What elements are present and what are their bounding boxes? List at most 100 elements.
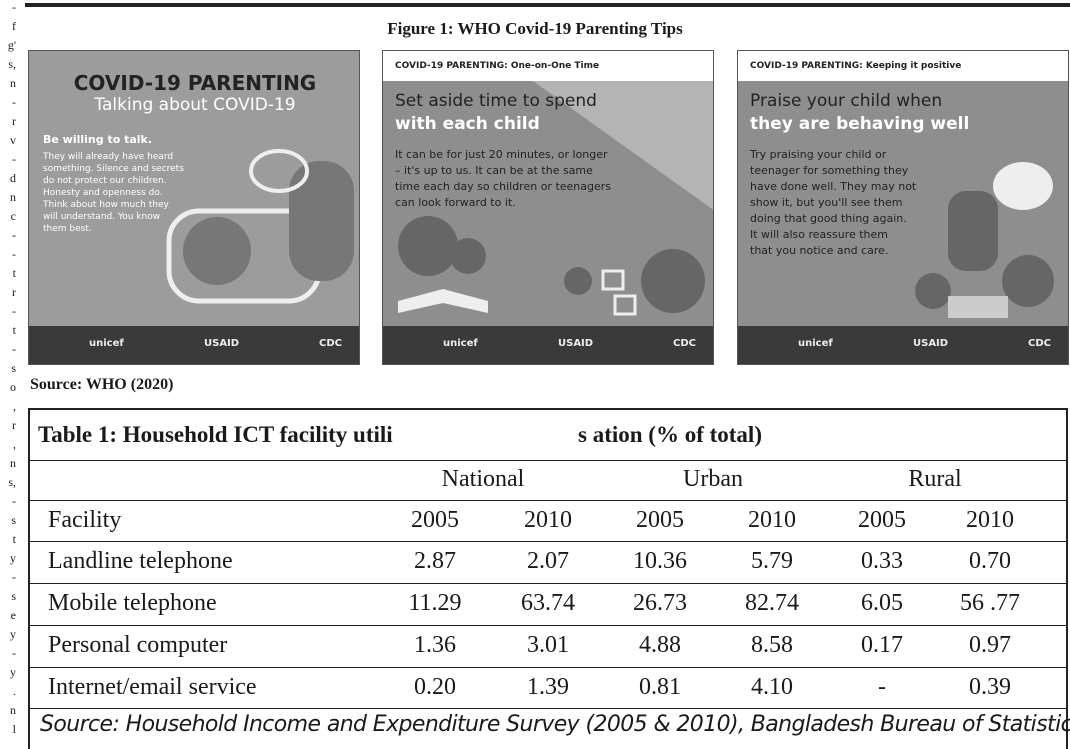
table-cell: 0.70 — [969, 548, 1011, 574]
table-cell: 0.20 — [414, 674, 456, 700]
body-line: teenager for something they — [750, 164, 909, 177]
table-cell: 8.58 — [751, 632, 793, 658]
group-header: National — [441, 466, 525, 492]
table-cell: Internet/email service — [48, 674, 257, 700]
logo-strip: unicef USAID CDC — [383, 326, 713, 364]
body-line: that you notice and care. — [750, 244, 889, 257]
margin-fragment: c — [10, 209, 16, 223]
logo: CDC — [673, 338, 696, 349]
margin-fragment: - — [12, 646, 16, 660]
margin-fragment: r — [12, 285, 16, 299]
panel-background — [738, 51, 1068, 318]
panel: COVID-19 PARENTING: One-on-One Time Set … — [382, 50, 714, 365]
panel-heading: they are behaving well — [750, 114, 970, 134]
body-line: have done well. They may not — [750, 180, 917, 193]
logo: USAID — [913, 338, 949, 349]
column-header: Facility — [48, 507, 122, 533]
table-cell: 3.01 — [527, 632, 569, 658]
panel-heading: Set aside time to spend — [395, 91, 597, 111]
body-line: It can be for just 20 minutes, or longer — [395, 148, 608, 161]
margin-fragment: e — [10, 608, 16, 622]
column-header: 2005 — [858, 507, 906, 533]
table-rule — [28, 708, 1068, 709]
table-cell: 26.73 — [633, 590, 687, 616]
panel-heading: Be willing to talk. — [43, 133, 153, 146]
logo: CDC — [319, 338, 342, 349]
logo: CDC — [1028, 338, 1051, 349]
table-cell: - — [878, 674, 886, 700]
margin-fragment: t — [12, 266, 16, 280]
logo: unicef — [89, 338, 124, 349]
group-header: Urban — [683, 466, 743, 492]
body-line: do not protect our children. — [43, 176, 167, 186]
table-cell: 1.36 — [414, 632, 456, 658]
table-cell: 10.36 — [633, 548, 687, 574]
body-line: time each day so children or teenagers — [395, 180, 612, 193]
panel: COVID-19 PARENTING Talking about COVID-1… — [28, 50, 360, 365]
table-cell: 5.79 — [751, 548, 793, 574]
panel: COVID-19 PARENTING: Keeping it positive … — [737, 50, 1069, 365]
column-header: 2010 — [966, 507, 1014, 533]
margin-fragment: s — [11, 589, 16, 603]
margin-fragment: n — [10, 76, 16, 90]
body-line: It will also reassure them — [750, 228, 889, 241]
body-line: Try praising your child or — [750, 148, 887, 161]
panel-header: COVID-19 PARENTING: One-on-One Time — [395, 61, 600, 71]
table-cell: 0.17 — [861, 632, 903, 658]
body-line: Think about how much they — [43, 200, 169, 210]
margin-fragment: s — [11, 361, 16, 375]
table-cell: 0.81 — [639, 674, 681, 700]
panel-heading: Praise your child when — [750, 91, 943, 111]
margin-fragment: o — [10, 380, 16, 394]
table-title: Table 1: Household ICT facility utili — [38, 422, 393, 447]
panel-title: COVID-19 PARENTING — [73, 71, 317, 95]
margin-fragment: - — [12, 304, 16, 318]
margin-fragment: - — [12, 247, 16, 261]
table-cell: 4.88 — [639, 632, 681, 658]
margin-fragment: - — [12, 570, 16, 584]
table-cell: 1.39 — [527, 674, 569, 700]
margin-fragment: t — [12, 532, 16, 546]
margin-fragment: y — [10, 665, 16, 679]
body-line: show it, but you'll see them — [750, 196, 903, 209]
margin-fragment: . — [13, 684, 16, 698]
margin-fragment: s — [11, 513, 16, 527]
table-cell: 6.05 — [861, 590, 903, 616]
body-line: can look forward to it. — [395, 196, 516, 209]
body-line: Honesty and openness do. — [43, 188, 163, 198]
table-rule — [28, 541, 1068, 542]
table-cell: Mobile telephone — [48, 590, 217, 616]
margin-fragment: , — [13, 437, 16, 451]
margin-fragment: y — [10, 551, 16, 565]
body-line: something. Silence and secrets — [43, 164, 184, 174]
body-line: doing that good thing again. — [750, 212, 907, 225]
margin-fragment: s, — [8, 475, 16, 489]
margin-fragment: r — [12, 114, 16, 128]
panel-body: Try praising your child or teenager for s… — [750, 147, 916, 259]
margin-fragment: - — [12, 342, 16, 356]
column-header: 2010 — [524, 507, 572, 533]
table-cell: 4.10 — [751, 674, 793, 700]
table-rule — [28, 500, 1068, 501]
illustration — [166, 149, 354, 304]
table-cell: 0.97 — [969, 632, 1011, 658]
margin-fragment: d — [10, 171, 16, 185]
panel-subtitle: Talking about COVID-19 — [94, 95, 296, 115]
table-rule — [28, 667, 1068, 668]
figure-source: Source: WHO (2020) — [30, 376, 174, 393]
table-cell: 2.87 — [414, 548, 456, 574]
logo: unicef — [798, 338, 833, 349]
margin-fragment: - — [12, 95, 16, 109]
margin-fragment: n — [10, 703, 16, 717]
panel-body: They will already have heard something. S… — [43, 151, 184, 235]
logo: USAID — [558, 338, 594, 349]
margin-fragment: f — [12, 19, 16, 33]
margin-fragment: v — [10, 133, 16, 147]
table-title: s ation (% of total) — [578, 422, 762, 447]
table-rule — [28, 460, 1068, 461]
logo-strip: unicef USAID CDC — [738, 326, 1068, 364]
body-line: They will already have heard — [43, 152, 174, 162]
table-source: Source: Household Income and Expenditure… — [40, 712, 1070, 737]
table-cell: 0.33 — [861, 548, 903, 574]
